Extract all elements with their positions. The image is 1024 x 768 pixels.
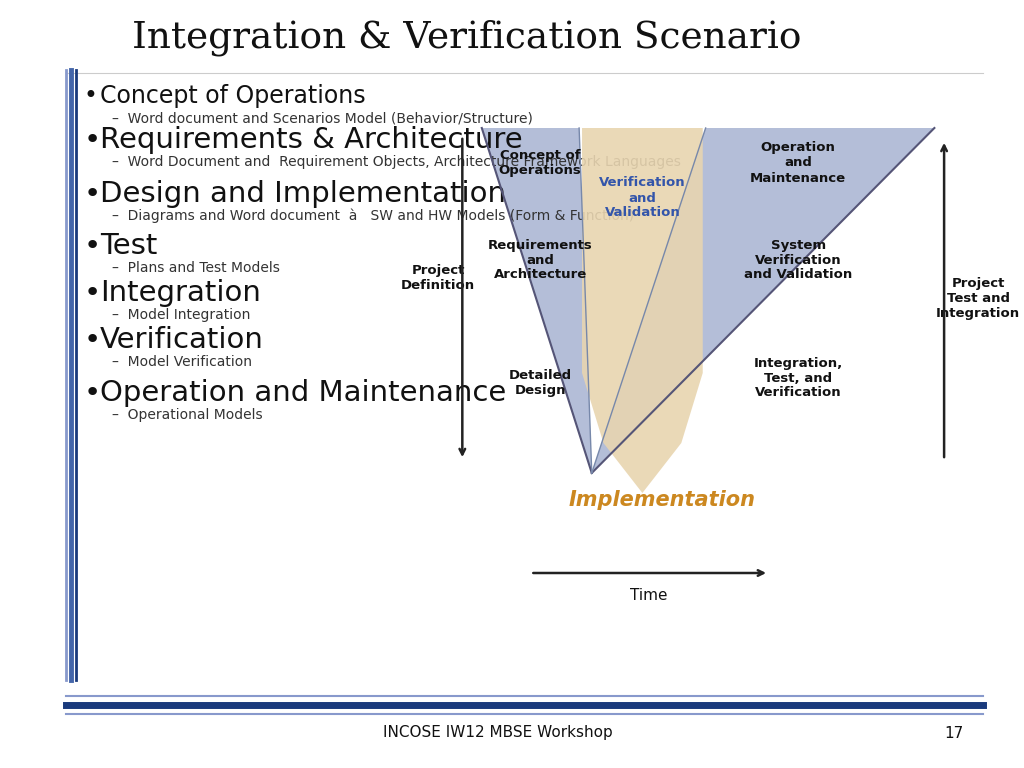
Text: Detailed
Design: Detailed Design — [509, 369, 571, 397]
Text: Requirements & Architecture: Requirements & Architecture — [100, 126, 523, 154]
Text: Verification
and
Validation: Verification and Validation — [599, 177, 686, 220]
Text: Integration: Integration — [100, 279, 261, 307]
Polygon shape — [592, 128, 934, 473]
Text: –  Model Integration: – Model Integration — [112, 308, 250, 322]
Text: Operation and Maintenance: Operation and Maintenance — [100, 379, 507, 407]
Text: –  Diagrams and Word document  à   SW and HW Models (Form & Function): – Diagrams and Word document à SW and HW… — [112, 209, 634, 223]
Text: Design and Implementation: Design and Implementation — [100, 180, 506, 208]
Text: •: • — [84, 279, 101, 307]
Text: Implementation: Implementation — [568, 490, 756, 510]
Polygon shape — [481, 128, 592, 473]
Text: Project
Test and
Integration: Project Test and Integration — [936, 276, 1020, 319]
Text: Verification: Verification — [100, 326, 264, 354]
Text: System
Verification
and Validation: System Verification and Validation — [744, 239, 852, 282]
Text: –  Model Verification: – Model Verification — [112, 355, 252, 369]
Text: •: • — [84, 84, 97, 108]
Text: Concept of Operations: Concept of Operations — [100, 84, 366, 108]
Text: Time: Time — [631, 588, 668, 603]
Text: Concept of
Operations: Concept of Operations — [499, 149, 582, 177]
Text: Project
Definition: Project Definition — [401, 264, 475, 292]
Text: INCOSE IW12 MBSE Workshop: INCOSE IW12 MBSE Workshop — [383, 726, 613, 740]
Text: –  Word document and Scenarios Model (Behavior/Structure): – Word document and Scenarios Model (Beh… — [112, 111, 532, 125]
Text: Requirements
and
Architecture: Requirements and Architecture — [487, 239, 593, 282]
Text: –  Word Document and  Requirement Objects, Architecture Framework Languages: – Word Document and Requirement Objects,… — [112, 155, 681, 169]
Text: Integration & Verification Scenario: Integration & Verification Scenario — [132, 20, 802, 56]
Text: –  Operational Models: – Operational Models — [112, 408, 262, 422]
Text: Operation
and
Maintenance: Operation and Maintenance — [750, 141, 846, 184]
Polygon shape — [582, 128, 702, 493]
Text: •: • — [84, 126, 101, 154]
Text: •: • — [84, 326, 101, 354]
Text: Test: Test — [100, 232, 158, 260]
Text: –  Plans and Test Models: – Plans and Test Models — [112, 261, 280, 275]
Text: Integration,
Test, and
Verification: Integration, Test, and Verification — [754, 356, 843, 399]
Text: 17: 17 — [944, 726, 964, 740]
Text: •: • — [84, 232, 101, 260]
Text: •: • — [84, 379, 101, 407]
Text: •: • — [84, 180, 101, 208]
